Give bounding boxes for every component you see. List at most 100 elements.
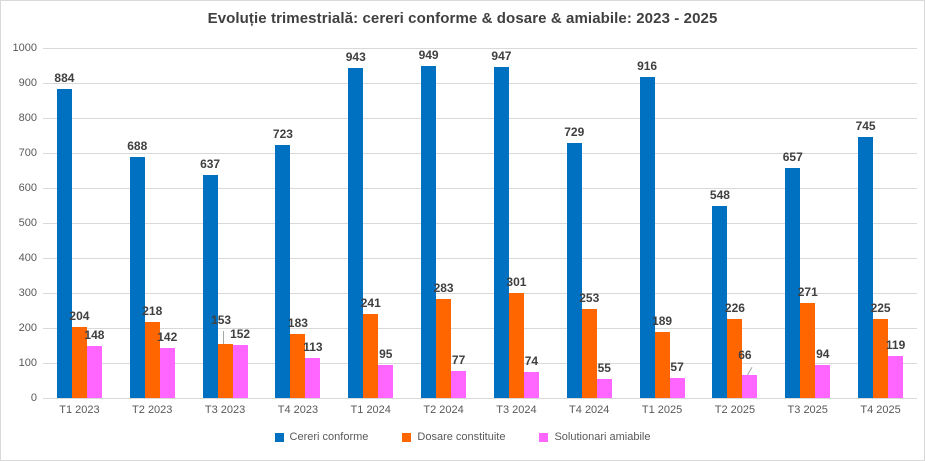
bar-cereri-conforme-t4-2023 <box>275 144 291 398</box>
data-label-cereri-conforme-t3-2023: 637 <box>200 157 221 172</box>
bar-cereri-conforme-t1-2024 <box>348 67 364 398</box>
data-label-cereri-conforme-t3-2025: 657 <box>782 150 803 165</box>
data-label-dosare-constituite-t1-2025: 189 <box>652 313 673 328</box>
bar-dosare-constituite-t2-2024 <box>436 298 452 398</box>
bar-solutionari-amiabile-t4-2023 <box>305 358 321 398</box>
x-tick-label-t3-2024: T3 2024 <box>496 404 537 416</box>
data-label-solutionari-amiabile-t3-2024: 74 <box>524 354 539 369</box>
data-label-cereri-conforme-t2-2025: 548 <box>709 188 730 203</box>
data-label-solutionari-amiabile-t4-2023: 113 <box>303 340 323 355</box>
gridline-200 <box>43 327 917 329</box>
data-label-solutionari-amiabile-t2-2025: 66 <box>738 347 752 362</box>
gridline-300 <box>43 292 917 294</box>
y-tick-label-1000: 1000 <box>12 42 37 54</box>
data-label-solutionari-amiabile-t2-2023: 142 <box>157 330 178 345</box>
y-tick-label-0: 0 <box>30 392 37 404</box>
bar-dosare-constituite-t2-2023 <box>144 321 160 398</box>
label-leader-line <box>747 366 753 376</box>
data-label-solutionari-amiabile-t1-2024: 95 <box>379 346 393 361</box>
x-tick-label-t3-2025: T3 2025 <box>787 404 828 416</box>
y-tick-label-900: 900 <box>18 77 37 89</box>
bar-solutionari-amiabile-t2-2023 <box>159 348 175 398</box>
data-label-solutionari-amiabile-t1-2023: 148 <box>84 328 105 343</box>
y-tick-label-600: 600 <box>18 182 37 194</box>
gridline-800 <box>43 117 917 119</box>
bar-dosare-constituite-t1-2025 <box>654 331 670 398</box>
gridline-600 <box>43 187 917 189</box>
bar-solutionari-amiabile-t3-2025 <box>815 365 831 398</box>
data-label-cereri-conforme-t1-2023: 884 <box>54 70 75 85</box>
gridline-900 <box>43 82 917 84</box>
bar-solutionari-amiabile-t2-2025 <box>742 374 758 398</box>
data-label-cereri-conforme-t2-2023: 688 <box>127 139 148 154</box>
legend-swatch-orange <box>402 432 412 442</box>
bar-cereri-conforme-t2-2024 <box>421 65 437 398</box>
data-label-dosare-constituite-t3-2025: 271 <box>797 285 818 300</box>
bar-cereri-conforme-t3-2024 <box>493 66 509 398</box>
data-label-solutionari-amiabile-t4-2024: 55 <box>597 360 611 375</box>
data-label-dosare-constituite-t2-2023: 218 <box>142 303 163 318</box>
bar-solutionari-amiabile-t1-2023 <box>86 346 102 398</box>
bar-solutionari-amiabile-t1-2024 <box>378 364 394 398</box>
label-leader-line <box>223 331 225 345</box>
gridline-100 <box>43 362 917 364</box>
data-label-solutionari-amiabile-t3-2023: 152 <box>230 326 251 341</box>
x-tick-label-t1-2025: T1 2025 <box>641 404 683 416</box>
bar-cereri-conforme-t3-2023 <box>202 175 218 398</box>
bar-dosare-constituite-t4-2024 <box>581 309 597 398</box>
gridline-1000 <box>43 47 917 49</box>
bar-dosare-constituite-t3-2024 <box>508 292 524 398</box>
bar-solutionari-amiabile-t2-2024 <box>451 371 467 398</box>
bar-cereri-conforme-t1-2025 <box>639 77 655 398</box>
y-tick-label-800: 800 <box>18 112 37 124</box>
data-label-dosare-constituite-t1-2024: 241 <box>360 295 381 310</box>
legend: Cereri conforme Dosare constituite Solut… <box>1 431 924 443</box>
x-tick-label-t2-2025: T2 2025 <box>714 404 756 416</box>
data-label-dosare-constituite-t4-2024: 253 <box>579 291 600 306</box>
data-label-dosare-constituite-t4-2025: 225 <box>870 301 891 316</box>
bar-cereri-conforme-t2-2023 <box>129 157 145 398</box>
x-tick-label-t4-2023: T4 2023 <box>277 404 319 416</box>
data-label-dosare-constituite-t2-2024: 283 <box>433 280 454 295</box>
bar-dosare-constituite-t4-2025 <box>873 319 889 398</box>
gridline-400 <box>43 257 917 259</box>
bar-dosare-constituite-t1-2024 <box>363 313 379 398</box>
y-tick-label-100: 100 <box>18 357 37 369</box>
legend-label: Cereri conforme <box>289 431 369 443</box>
bar-dosare-constituite-t4-2023 <box>290 333 306 398</box>
legend-label: Solutionari amiabile <box>554 431 651 443</box>
gridline-700 <box>43 152 917 154</box>
data-label-dosare-constituite-t2-2025: 226 <box>724 300 745 315</box>
y-tick-label-300: 300 <box>18 287 37 299</box>
x-tick-label-t4-2024: T4 2024 <box>569 404 610 416</box>
x-tick-label-t2-2023: T2 2023 <box>132 404 173 416</box>
x-tick-label-t2-2024: T2 2024 <box>423 404 464 416</box>
data-label-dosare-constituite-t3-2024: 301 <box>506 274 527 289</box>
y-tick-label-400: 400 <box>18 252 37 264</box>
data-label-dosare-constituite-t1-2023: 204 <box>69 308 90 323</box>
data-label-dosare-constituite-t4-2023: 183 <box>287 315 308 330</box>
y-axis: 0 100 200 300 400 500 600 700 800 900 1000 <box>1 42 37 404</box>
bar-dosare-constituite-t1-2023 <box>71 326 87 398</box>
bar-cereri-conforme-t3-2025 <box>785 168 801 398</box>
bar-dosare-constituite-t3-2023 <box>217 344 233 398</box>
y-tick-label-500: 500 <box>18 217 37 229</box>
bar-solutionari-amiabile-t4-2025 <box>888 356 904 398</box>
bar-solutionari-amiabile-t4-2024 <box>596 378 612 398</box>
data-label-solutionari-amiabile-t4-2025: 119 <box>885 338 906 353</box>
x-tick-label-t3-2023: T3 2023 <box>204 404 246 416</box>
bar-solutionari-amiabile-t3-2024 <box>523 372 539 398</box>
gridline-500 <box>43 222 917 224</box>
legend-entry-solutionari-amiabile: Solutionari amiabile <box>539 431 650 443</box>
bar-cereri-conforme-t2-2025 <box>712 206 728 398</box>
data-label-cereri-conforme-t2-2024: 949 <box>418 47 439 62</box>
bar-dosare-constituite-t3-2025 <box>800 303 816 398</box>
legend-entry-cereri-conforme: Cereri conforme <box>274 431 369 443</box>
bar-dosare-constituite-t2-2025 <box>727 318 743 398</box>
plot-area: 884 204 148 688 218 142 637 153 152 723 183 113 943 2… <box>43 47 917 399</box>
legend-entry-dosare-constituite: Dosare constituite <box>402 431 505 443</box>
data-label-cereri-conforme-t4-2023: 723 <box>272 126 293 141</box>
legend-swatch-blue <box>274 432 284 442</box>
y-tick-label-200: 200 <box>18 322 37 334</box>
